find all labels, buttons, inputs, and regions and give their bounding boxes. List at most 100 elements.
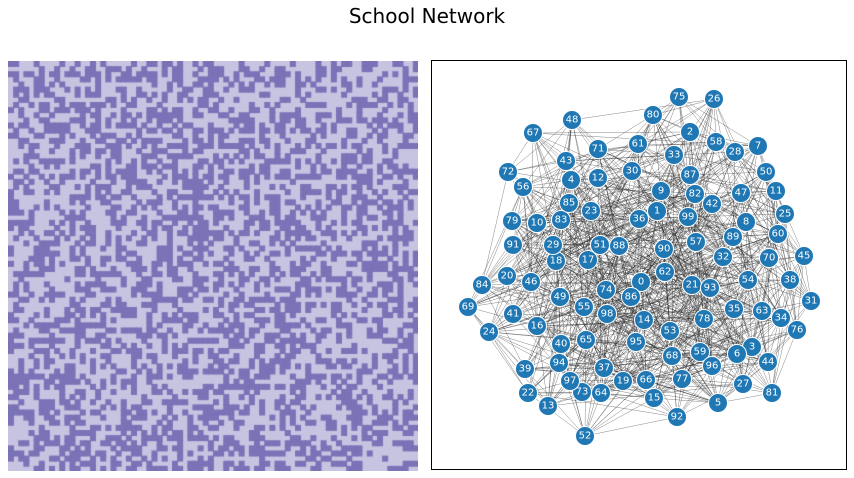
graph-edge bbox=[637, 98, 715, 145]
graph-edge bbox=[681, 378, 744, 385]
node-label: 5 bbox=[715, 398, 721, 409]
graph-edge bbox=[603, 310, 763, 369]
node-circle bbox=[597, 304, 617, 324]
graph-node: 84 bbox=[472, 275, 492, 295]
graph-node: 23 bbox=[581, 201, 601, 221]
node-label: 91 bbox=[507, 240, 520, 251]
node-label: 95 bbox=[630, 337, 643, 348]
graph-node: 56 bbox=[513, 177, 533, 197]
node-circle bbox=[756, 162, 776, 182]
graph-node: 29 bbox=[543, 235, 563, 255]
graph-node: 78 bbox=[694, 309, 714, 329]
graph-node: 46 bbox=[521, 272, 541, 292]
node-circle bbox=[613, 371, 633, 391]
graph-edge bbox=[488, 296, 632, 333]
graph-edge bbox=[532, 132, 562, 221]
graph-edge bbox=[765, 171, 779, 235]
graph-edge bbox=[568, 174, 691, 204]
graph-edge bbox=[742, 317, 782, 385]
graph-node: 53 bbox=[660, 321, 680, 341]
graph-edge bbox=[590, 210, 665, 250]
node-circle bbox=[556, 151, 576, 171]
graph-node: 79 bbox=[502, 211, 522, 231]
node-label: 65 bbox=[580, 335, 593, 346]
node-label: 76 bbox=[791, 325, 804, 336]
node-label: 31 bbox=[805, 296, 818, 307]
graph-node: 48 bbox=[562, 110, 582, 130]
graph-node: 37 bbox=[594, 358, 614, 378]
node-circle bbox=[581, 201, 601, 221]
graph-edge bbox=[784, 213, 791, 281]
graph-edge bbox=[681, 361, 769, 380]
graph-node: 68 bbox=[662, 346, 682, 366]
node-circle bbox=[654, 239, 674, 259]
graph-edge bbox=[603, 355, 673, 369]
graph-node: 42 bbox=[702, 194, 722, 214]
node-label: 67 bbox=[527, 128, 540, 139]
graph-node: 26 bbox=[704, 89, 724, 109]
node-label: 62 bbox=[659, 267, 672, 278]
node-label: 73 bbox=[576, 387, 589, 398]
graph-edge bbox=[522, 186, 662, 192]
graph-edge bbox=[530, 132, 534, 283]
graph-edge bbox=[527, 296, 561, 394]
node-label: 58 bbox=[710, 137, 723, 148]
graph-edge bbox=[570, 143, 639, 181]
graph-edge bbox=[605, 289, 637, 343]
graph-edge bbox=[585, 233, 779, 341]
node-circle bbox=[664, 145, 684, 165]
graph-node: 21 bbox=[682, 275, 702, 295]
graph-edge bbox=[536, 318, 705, 327]
graph-edge bbox=[597, 114, 654, 179]
node-circle bbox=[724, 299, 744, 319]
node-label: 9 bbox=[658, 186, 664, 197]
node-circle bbox=[559, 193, 579, 213]
graph-edge bbox=[560, 343, 602, 394]
graph-edge bbox=[583, 245, 620, 308]
graph-node: 57 bbox=[686, 232, 706, 252]
node-label: 7 bbox=[755, 141, 761, 152]
graph-edge bbox=[711, 310, 763, 367]
graph-edge bbox=[571, 119, 697, 243]
graph-edge bbox=[669, 310, 763, 332]
node-circle bbox=[560, 371, 580, 391]
node-circle bbox=[523, 123, 543, 143]
graph-edge bbox=[678, 96, 759, 147]
graph-edge bbox=[597, 148, 640, 220]
graph-node: 28 bbox=[725, 142, 745, 162]
node-circle bbox=[621, 287, 641, 307]
node-label: 47 bbox=[735, 188, 748, 199]
node-label: 29 bbox=[547, 240, 560, 251]
graph-edge bbox=[488, 331, 560, 364]
node-label: 81 bbox=[766, 388, 779, 399]
graph-node: 95 bbox=[626, 332, 646, 352]
node-circle bbox=[731, 183, 751, 203]
graph-node: 61 bbox=[628, 134, 648, 154]
node-label: 93 bbox=[704, 283, 717, 294]
graph-edge bbox=[571, 119, 601, 246]
node-circle bbox=[655, 262, 675, 282]
graph-edge bbox=[606, 241, 697, 315]
graph-node: 77 bbox=[672, 369, 692, 389]
graph-edge bbox=[687, 216, 711, 289]
graph-node: 34 bbox=[771, 308, 791, 328]
graph-edge bbox=[689, 174, 713, 367]
node-label: 0 bbox=[638, 277, 644, 288]
graph-node: 91 bbox=[503, 235, 523, 255]
graph-edge bbox=[559, 248, 665, 298]
node-label: 40 bbox=[555, 339, 568, 350]
graph-node: 43 bbox=[556, 151, 576, 171]
node-circle bbox=[733, 374, 753, 394]
graph-edge bbox=[622, 256, 724, 382]
graph-edge bbox=[524, 245, 620, 370]
node-label: 32 bbox=[717, 252, 730, 263]
node-label: 11 bbox=[770, 186, 783, 197]
graph-edge bbox=[622, 216, 689, 382]
node-label: 68 bbox=[666, 351, 679, 362]
graph-edge bbox=[681, 284, 693, 380]
graph-node: 17 bbox=[578, 250, 598, 270]
node-label: 4 bbox=[568, 175, 574, 186]
graph-edge bbox=[663, 221, 747, 250]
graph-edge bbox=[583, 244, 601, 308]
graph-node: 71 bbox=[588, 139, 608, 159]
